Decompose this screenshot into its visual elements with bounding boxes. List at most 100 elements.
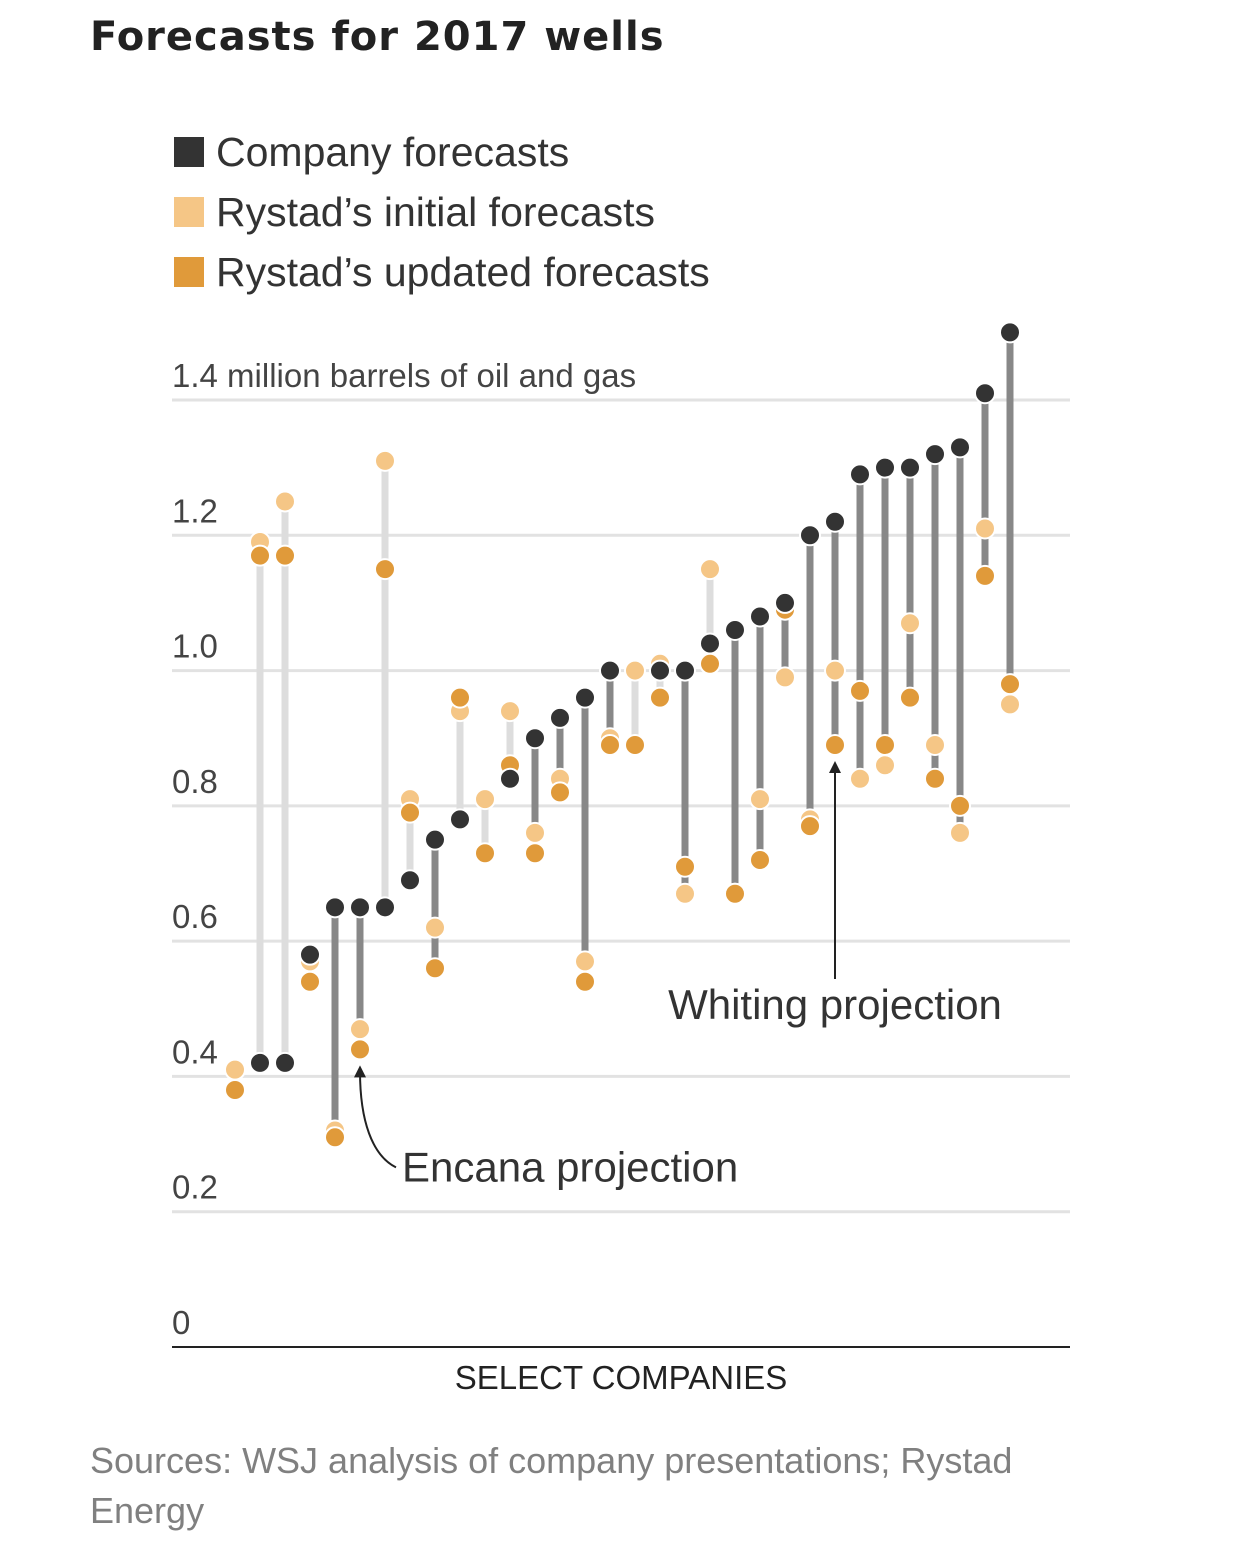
updated-forecast-point [949, 794, 971, 817]
initial-forecast-point [874, 754, 896, 777]
y-tick-label: 1.0 [172, 628, 218, 665]
legend-item-updated: Rystad’s updated forecasts [174, 242, 710, 302]
encana-label: Encana projection [402, 1143, 738, 1190]
updated-forecast-point [674, 855, 696, 878]
initial-forecast-point [474, 788, 496, 811]
legend-swatch-updated [174, 257, 204, 287]
initial-forecast-point [774, 666, 796, 689]
company-forecast-point [774, 591, 796, 614]
updated-forecast-point [624, 733, 646, 756]
encana-arrowhead [354, 1065, 366, 1078]
legend-item-company: Company forecasts [174, 122, 710, 182]
updated-forecast-point [524, 842, 546, 865]
company-forecast-point [749, 605, 771, 628]
updated-forecast-point [449, 686, 471, 709]
source-note: Sources: WSJ analysis of company present… [90, 1440, 1013, 1531]
initial-forecast-point [899, 612, 921, 635]
updated-forecast-point [374, 558, 396, 581]
updated-forecast-point [824, 733, 846, 756]
initial-forecast-point [349, 1018, 371, 1041]
initial-forecast-point [949, 821, 971, 844]
updated-forecast-point [324, 1126, 346, 1149]
company-forecast-point [874, 456, 896, 479]
updated-forecast-point [699, 652, 721, 675]
legend-item-initial: Rystad’s initial forecasts [174, 182, 710, 242]
legend: Company forecasts Rystad’s initial forec… [174, 122, 710, 302]
company-forecast-point [999, 321, 1021, 344]
initial-forecast-point [524, 821, 546, 844]
y-tick-label: 0 [172, 1304, 190, 1341]
company-forecast-point [599, 659, 621, 682]
company-forecast-point [399, 869, 421, 892]
initial-forecast-point [274, 490, 296, 513]
legend-label-initial: Rystad’s initial forecasts [216, 188, 656, 235]
data-points [224, 321, 1021, 1149]
chart-title: Forecasts for 2017 wells [90, 14, 665, 60]
company-forecast-point [824, 510, 846, 533]
updated-forecast-point [574, 970, 596, 993]
company-forecast-point [924, 443, 946, 466]
updated-forecast-point [749, 848, 771, 871]
initial-forecast-point [574, 950, 596, 973]
y-tick-label: 1.4 million barrels of oil and gas [172, 357, 636, 394]
initial-forecast-point [999, 693, 1021, 716]
company-forecast-point [299, 943, 321, 966]
initial-forecast-point [974, 517, 996, 540]
initial-forecast-point [699, 558, 721, 581]
initial-forecast-point [499, 700, 521, 723]
updated-forecast-point [399, 801, 421, 824]
company-forecast-point [374, 896, 396, 919]
company-forecast-point [949, 436, 971, 459]
encana-leader-line [359, 1071, 397, 1169]
company-forecast-point [549, 706, 571, 729]
updated-forecast-point [549, 781, 571, 804]
updated-forecast-point [724, 882, 746, 905]
legend-label-updated: Rystad’s updated forecasts [216, 248, 710, 295]
annotations: Encana projection Whiting projection [354, 760, 1002, 1190]
company-forecast-point [424, 828, 446, 851]
updated-forecast-point [874, 733, 896, 756]
updated-forecast-point [249, 544, 271, 567]
legend-swatch-initial [174, 197, 204, 227]
updated-forecast-point [799, 815, 821, 838]
updated-forecast-point [974, 564, 996, 587]
initial-forecast-point [224, 1058, 246, 1081]
initial-forecast-point [424, 916, 446, 939]
updated-forecast-point [649, 686, 671, 709]
company-forecast-point [899, 456, 921, 479]
whiting-arrowhead [829, 760, 841, 773]
initial-forecast-point [749, 788, 771, 811]
company-forecast-point [249, 1051, 271, 1074]
y-tick-label: 0.8 [172, 763, 218, 800]
company-forecast-point [274, 1051, 296, 1074]
initial-forecast-point [924, 733, 946, 756]
updated-forecast-point [599, 733, 621, 756]
company-forecast-point [699, 632, 721, 655]
updated-forecast-point [474, 842, 496, 865]
updated-forecast-point [899, 686, 921, 709]
initial-forecast-point [624, 659, 646, 682]
company-forecast-point [499, 767, 521, 790]
company-forecast-point [724, 618, 746, 641]
legend-swatch-company [174, 137, 204, 167]
x-axis-label: SELECT COMPANIES [455, 1359, 788, 1396]
company-forecast-point [799, 524, 821, 547]
company-forecast-point [974, 382, 996, 405]
updated-forecast-point [924, 767, 946, 790]
updated-forecast-point [349, 1038, 371, 1061]
updated-forecast-point [299, 970, 321, 993]
range-bars [231, 332, 1014, 1138]
initial-forecast-point [849, 767, 871, 790]
company-forecast-point [349, 896, 371, 919]
company-forecast-point [524, 727, 546, 750]
company-forecast-point [849, 463, 871, 486]
updated-forecast-point [999, 673, 1021, 696]
initial-forecast-point [674, 882, 696, 905]
grid-layer: 0 0.2 0.4 0.6 0.8 1.0 1.2 1.4 million barrels o… [172, 357, 1070, 1348]
updated-forecast-point [224, 1078, 246, 1101]
updated-forecast-point [274, 544, 296, 567]
initial-forecast-point [374, 449, 396, 472]
company-forecast-point [674, 659, 696, 682]
company-forecast-point [649, 659, 671, 682]
